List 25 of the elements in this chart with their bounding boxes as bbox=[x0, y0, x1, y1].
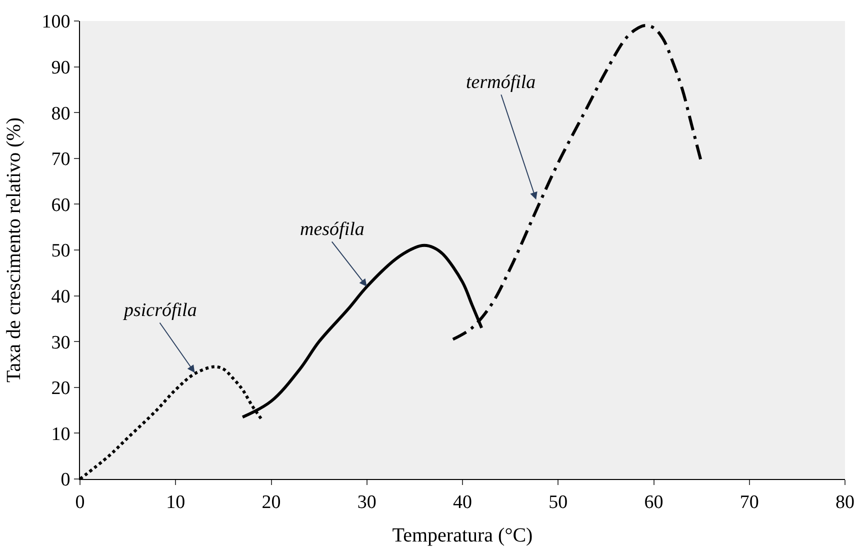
y-tick-label: 40 bbox=[51, 286, 70, 308]
annotation: psicrófila bbox=[122, 300, 197, 321]
annotation: mesófila bbox=[300, 219, 364, 240]
y-tick-label: 0 bbox=[60, 470, 70, 491]
y-tick-label: 50 bbox=[51, 240, 70, 262]
x-tick-label: 0 bbox=[75, 492, 85, 513]
x-tick-label: 80 bbox=[836, 492, 854, 513]
x-tick-label: 10 bbox=[166, 492, 186, 513]
y-tick-label: 70 bbox=[51, 149, 70, 170]
y-axis-title: Taxa de crescimento relativo (%) bbox=[3, 117, 26, 383]
x-tick-label: 30 bbox=[357, 492, 376, 513]
x-tick-label: 20 bbox=[262, 492, 281, 513]
x-tick-label: 60 bbox=[644, 492, 664, 513]
y-tick-label: 90 bbox=[51, 57, 70, 78]
x-tick-label: 70 bbox=[740, 492, 759, 513]
y-tick-label: 100 bbox=[42, 12, 70, 33]
y-tick-label: 60 bbox=[51, 194, 70, 216]
x-tick-label: 40 bbox=[453, 492, 472, 513]
y-tick-label: 80 bbox=[51, 103, 70, 124]
y-tick-label: 10 bbox=[51, 424, 70, 445]
y-tick-label: 20 bbox=[51, 378, 70, 400]
annotation: termófila bbox=[466, 72, 536, 93]
x-axis-title: Temperatura (°C) bbox=[392, 524, 533, 546]
x-tick-label: 50 bbox=[548, 492, 568, 513]
y-tick-label: 30 bbox=[51, 332, 70, 354]
